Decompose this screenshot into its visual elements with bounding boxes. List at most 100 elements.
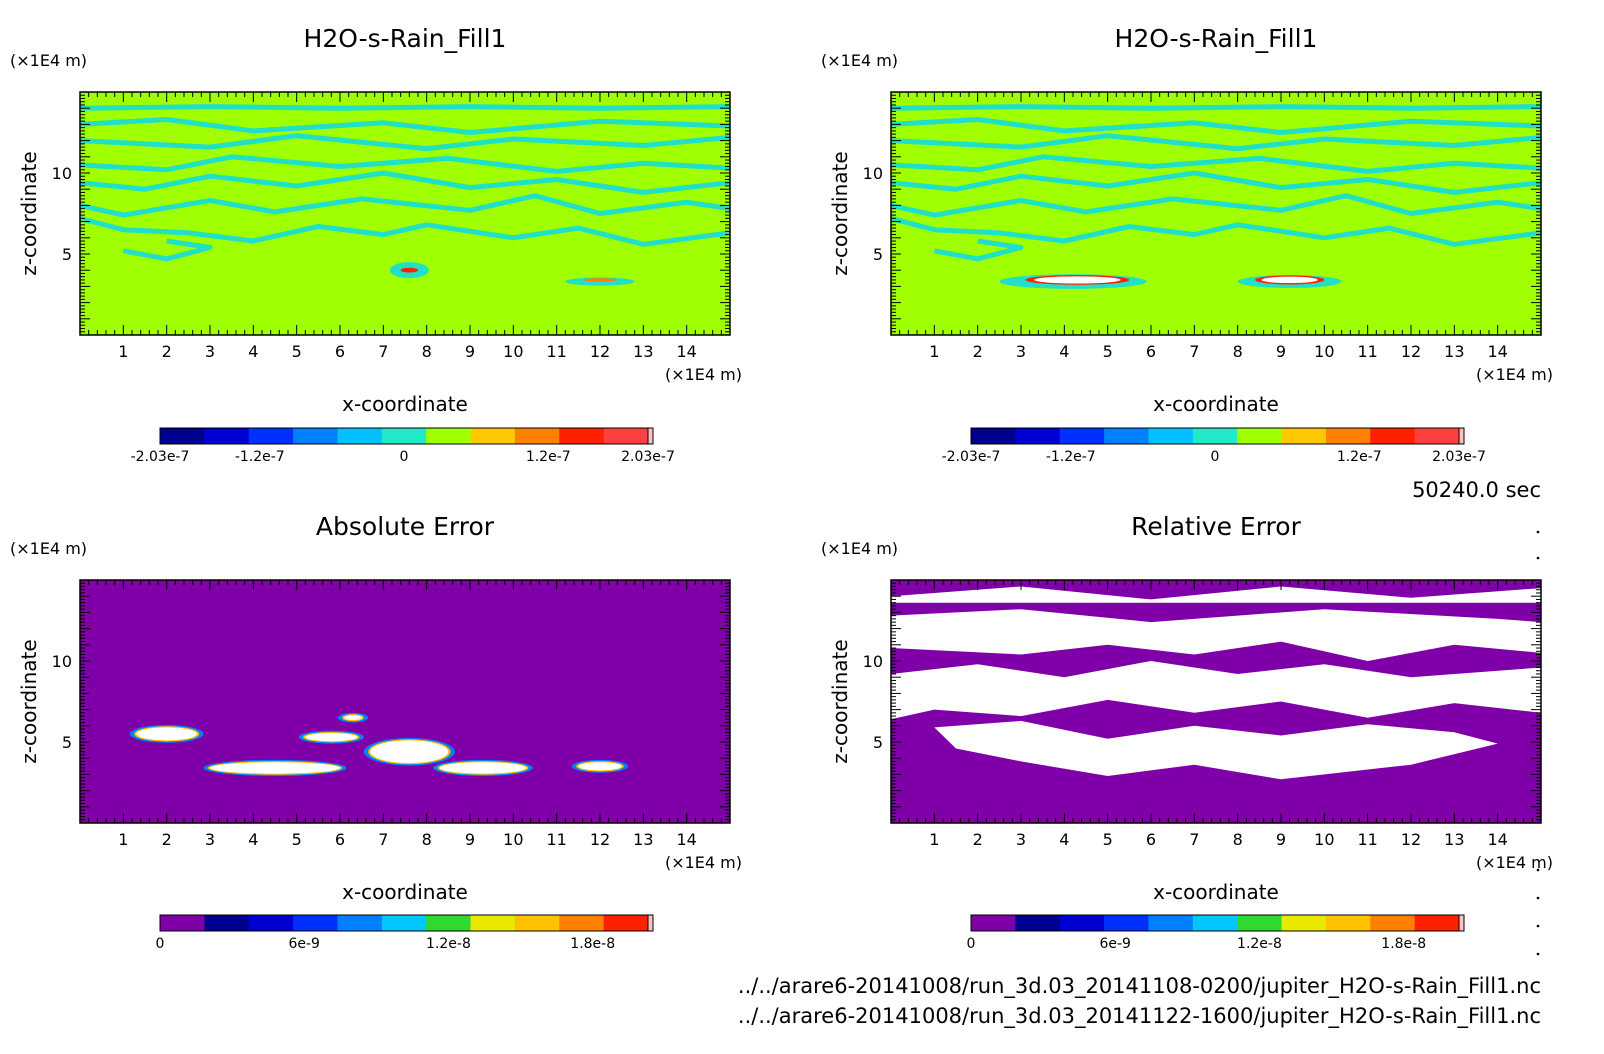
x-tick-label: 2: [162, 830, 172, 849]
colorbar-segment: [204, 915, 250, 931]
undefined-region: [891, 661, 1541, 720]
y-tick-label: 10: [863, 652, 883, 671]
colorbar-segment: [1414, 428, 1460, 444]
colorbar-overflow: [1458, 914, 1465, 932]
y-axis-label: z-coordinate: [828, 639, 852, 763]
x-tick-label: 7: [1189, 342, 1199, 361]
contour-band: [933, 238, 1024, 262]
y-unit-label: (×1E4 m): [10, 51, 87, 70]
x-tick-label: 8: [1233, 830, 1243, 849]
colorbar-segment: [293, 428, 338, 444]
y-tick-label: 5: [62, 733, 72, 752]
colorbar-tick-label: -1.2e-7: [235, 449, 285, 465]
x-tick-label: 12: [1401, 342, 1421, 361]
colorbar-segment: [470, 428, 516, 444]
colorbar-segment: [514, 428, 560, 444]
colorbar-segment: [248, 428, 294, 444]
contour-band: [80, 133, 730, 152]
colorbar-overflow: [647, 427, 654, 445]
panel-1: H2O-s-Rain_Fill1 (×1E4 m) (×1E4 m) x-coordi…: [10, 24, 742, 465]
x-tick-label: 10: [503, 342, 523, 361]
colorbar-segment: [1059, 428, 1105, 444]
x-tick-label: 5: [1103, 342, 1113, 361]
colorbar-tick-label: 1.8e-8: [1381, 936, 1426, 952]
x-tick-label: 3: [1016, 830, 1026, 849]
colorbar-segment: [1370, 428, 1416, 444]
chart-title: Absolute Error: [316, 512, 495, 541]
colorbar-tick-label: 0: [156, 936, 165, 952]
x-tick-label: 4: [248, 342, 258, 361]
error-blob-core: [344, 715, 362, 721]
x-tick-label: 1: [929, 342, 939, 361]
colorbar-tick-label: 1.2e-8: [1237, 936, 1282, 952]
x-tick-label: 1: [118, 342, 128, 361]
colorbar-tick-label: 2.03e-7: [621, 449, 675, 465]
x-tick-label: 6: [335, 830, 345, 849]
colorbar-frame: [970, 914, 1465, 932]
colorbar-tick-label: 6e-9: [1099, 936, 1130, 952]
contour-band: [891, 133, 1541, 152]
x-tick-label: 6: [1146, 342, 1156, 361]
x-tick-label: 12: [1401, 830, 1421, 849]
colorbar-segment: [1104, 915, 1149, 931]
colorbar-tick-label: 1.2e-7: [1337, 449, 1382, 465]
y-tick-label: 10: [52, 652, 72, 671]
y-axis-label: z-coordinate: [17, 639, 41, 763]
plot-area: [80, 92, 730, 335]
x-tick-label: 1: [118, 830, 128, 849]
colorbar-segment: [160, 915, 205, 931]
x-axis-label: x-coordinate: [1153, 880, 1279, 904]
contour-band: [891, 104, 1541, 111]
x-tick-label: 7: [378, 342, 388, 361]
colorbar-segment: [603, 428, 649, 444]
contour-band: [122, 238, 213, 262]
contour-band: [80, 170, 730, 195]
edge-dot: [1536, 556, 1540, 560]
colorbar-segment: [1414, 915, 1460, 931]
x-tick-label: 11: [1357, 830, 1377, 849]
colorbar-segment: [1192, 428, 1238, 444]
colorbar-segment: [603, 915, 649, 931]
y-unit-label: (×1E4 m): [10, 539, 87, 558]
feature-core: [1261, 276, 1318, 284]
colorbar-tick-label: 0: [1211, 449, 1220, 465]
x-tick-label: 2: [162, 342, 172, 361]
time-label: 50240.0 sec: [1412, 478, 1541, 502]
error-blob-core: [305, 733, 358, 742]
x-tick-label: 13: [633, 830, 653, 849]
x-tick-label: 11: [1357, 342, 1377, 361]
colorbar-tick-label: 0: [400, 449, 409, 465]
colorbar-segment: [337, 915, 383, 931]
y-tick-label: 10: [863, 164, 883, 183]
plot-frame: [890, 91, 1542, 336]
x-tick-label: 14: [1487, 342, 1507, 361]
x-tick-label: 10: [1314, 830, 1334, 849]
x-axis-label: x-coordinate: [1153, 392, 1279, 416]
colorbar-segment: [559, 915, 605, 931]
y-axis-label: z-coordinate: [828, 151, 852, 275]
feature-core: [1034, 276, 1121, 284]
x-unit-label: (×1E4 m): [1476, 365, 1553, 384]
colorbar-segment: [1148, 428, 1194, 444]
x-tick-label: 14: [676, 342, 696, 361]
colorbar-tick-label: 1.8e-8: [570, 936, 615, 952]
x-axis-label: x-coordinate: [342, 880, 468, 904]
x-tick-label: 5: [1103, 830, 1113, 849]
x-tick-label: 10: [503, 830, 523, 849]
colorbar-segment: [248, 915, 294, 931]
contour-band: [891, 215, 1541, 247]
colorbar-tick-label: -2.03e-7: [131, 449, 190, 465]
chart-title: H2O-s-Rain_Fill1: [304, 24, 507, 53]
contour-band: [80, 215, 730, 247]
edge-dot: [1536, 530, 1540, 534]
plot-area: [891, 92, 1541, 335]
colorbar-segment: [1015, 428, 1061, 444]
error-blob-core: [439, 762, 527, 774]
y-unit-label: (×1E4 m): [821, 539, 898, 558]
y-unit-label: (×1E4 m): [821, 51, 898, 70]
colorbar-frame: [159, 427, 654, 445]
x-tick-label: 1: [929, 830, 939, 849]
contour-band: [891, 193, 1541, 218]
x-tick-label: 10: [1314, 342, 1334, 361]
panel-3: Absolute Error (×1E4 m) (×1E4 m) x-coordina…: [10, 512, 742, 952]
